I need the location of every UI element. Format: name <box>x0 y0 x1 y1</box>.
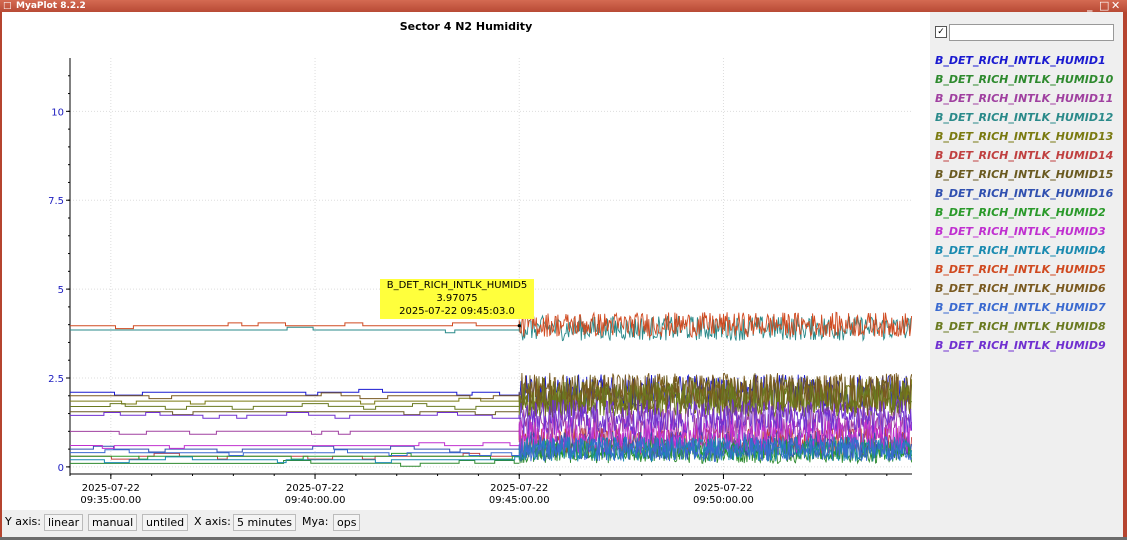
legend-item-b-det-rich-intlk-humid8[interactable]: B_DET_RICH_INTLK_HUMID8 <box>935 320 1106 333</box>
legend-item-b-det-rich-intlk-humid13[interactable]: B_DET_RICH_INTLK_HUMID13 <box>935 130 1114 143</box>
x-tick-date: 2025-07-22 <box>286 483 344 494</box>
x-tick-date: 2025-07-22 <box>82 483 140 494</box>
app-window: Sector 4 N2 Humidity 0 2.5 5 7.5 10 2025-07-2… <box>2 12 1123 537</box>
legend-item-b-det-rich-intlk-humid10[interactable]: B_DET_RICH_INTLK_HUMID10 <box>935 73 1114 86</box>
window-title: MyaPlot 8.2.2 <box>16 1 86 11</box>
data-tooltip: B_DET_RICH_INTLK_HUMID5 3.97075 2025-07-… <box>380 279 534 319</box>
legend-item-b-det-rich-intlk-humid5[interactable]: B_DET_RICH_INTLK_HUMID5 <box>935 263 1106 276</box>
x-span-button[interactable]: 5 minutes <box>233 514 297 531</box>
x-axis-label: X axis: <box>194 515 231 528</box>
legend-item-b-det-rich-intlk-humid16[interactable]: B_DET_RICH_INTLK_HUMID16 <box>935 187 1114 200</box>
legend-item-b-det-rich-intlk-humid2[interactable]: B_DET_RICH_INTLK_HUMID2 <box>935 206 1106 219</box>
taskbar-strip <box>0 537 1127 540</box>
series-8-step-line <box>70 445 520 453</box>
plot-area[interactable]: Sector 4 N2 Humidity 0 2.5 5 7.5 10 2025-07-2… <box>2 12 930 510</box>
x-tick-time: 09:35:00.00 <box>80 495 141 506</box>
y-tick-label: 0 <box>58 463 64 474</box>
window-titlebar: □ MyaPlot 8.2.2 _ □ ✕ <box>0 0 1127 12</box>
maximize-icon[interactable]: □ <box>1099 0 1110 12</box>
tooltip-value: 3.97075 <box>436 293 478 304</box>
series-12-step-line <box>70 322 520 330</box>
minimize-icon[interactable]: _ <box>1087 0 1093 12</box>
x-tick-date: 2025-07-22 <box>490 483 548 494</box>
series-15-step-line <box>70 403 520 410</box>
series-15-noisy-line <box>518 381 913 418</box>
mya-label: Mya: <box>302 515 329 528</box>
legend-item-b-det-rich-intlk-humid7[interactable]: B_DET_RICH_INTLK_HUMID7 <box>935 301 1106 314</box>
legend-item-b-det-rich-intlk-humid3[interactable]: B_DET_RICH_INTLK_HUMID3 <box>935 225 1106 238</box>
x-tick-time: 09:45:00.00 <box>489 495 550 506</box>
y-title-button[interactable]: untiled <box>142 514 189 531</box>
tooltip-point-marker <box>517 324 521 328</box>
legend-item-b-det-rich-intlk-humid14[interactable]: B_DET_RICH_INTLK_HUMID14 <box>935 149 1114 162</box>
tooltip-series: B_DET_RICH_INTLK_HUMID5 <box>386 280 528 291</box>
y-tick-label: 2.5 <box>48 374 64 385</box>
legend-item-b-det-rich-intlk-humid15[interactable]: B_DET_RICH_INTLK_HUMID15 <box>935 168 1114 181</box>
legend-item-b-det-rich-intlk-humid12[interactable]: B_DET_RICH_INTLK_HUMID12 <box>935 111 1114 124</box>
series-12-noisy-line <box>518 311 913 339</box>
x-tick-date: 2025-07-22 <box>694 483 752 494</box>
series-1-step-line <box>70 388 520 396</box>
series-14-noisy-line <box>518 435 912 462</box>
legend-item-b-det-rich-intlk-humid4[interactable]: B_DET_RICH_INTLK_HUMID4 <box>935 244 1106 257</box>
y-tick-label: 10 <box>51 107 64 118</box>
series-16-noisy-line <box>518 398 913 435</box>
y-tick-label: 5 <box>58 285 64 296</box>
series-13-step-line <box>70 392 520 400</box>
series-9-step-line <box>70 452 520 460</box>
y-axis-label: Y axis: <box>5 515 41 528</box>
series-11-step-line <box>70 456 520 464</box>
series-10-step-line <box>70 442 520 449</box>
app-window-icon: □ <box>3 1 12 11</box>
chart-title: Sector 4 N2 Humidity <box>399 20 533 33</box>
y-tick-label: 7.5 <box>48 196 64 207</box>
tooltip-time: 2025-07-22 09:45:03.0 <box>399 306 515 317</box>
x-tick-time: 09:50:00.00 <box>693 495 754 506</box>
legend-item-b-det-rich-intlk-humid9[interactable]: B_DET_RICH_INTLK_HUMID9 <box>935 339 1106 352</box>
series-2-step-line <box>70 460 520 467</box>
series-4-step-line <box>70 326 520 334</box>
legend-list: B_DET_RICH_INTLK_HUMID1 B_DET_RICH_INTLK_… <box>935 51 1113 355</box>
x-tick-time: 09:40:00.00 <box>285 495 346 506</box>
status-bar: Y axis: linear manual untiled X axis: 5 … <box>2 512 930 532</box>
close-icon[interactable]: ✕ <box>1111 0 1121 12</box>
select-all-checkbox[interactable]: ✓ <box>935 26 947 38</box>
legend-panel: ✓ B_DET_RICH_INTLK_HUMID1 B_DET_RICH_INTL… <box>930 12 1123 537</box>
mya-deployment-button[interactable]: ops <box>333 514 361 531</box>
y-scale-button[interactable]: linear <box>44 514 84 531</box>
legend-item-b-det-rich-intlk-humid1[interactable]: B_DET_RICH_INTLK_HUMID1 <box>935 54 1106 67</box>
series-3-step-line <box>70 430 520 435</box>
series-7-step-line <box>70 411 520 416</box>
series-14-step-line <box>70 449 520 456</box>
y-mode-button[interactable]: manual <box>88 514 138 531</box>
legend-filter-input[interactable] <box>949 24 1114 41</box>
series-5-step-line <box>70 397 520 405</box>
legend-item-b-det-rich-intlk-humid11[interactable]: B_DET_RICH_INTLK_HUMID11 <box>935 92 1114 105</box>
humidity-chart[interactable]: 02.557.5102025-07-2209:35:00.002025-07-2… <box>2 12 930 510</box>
legend-item-b-det-rich-intlk-humid6[interactable]: B_DET_RICH_INTLK_HUMID6 <box>935 282 1106 295</box>
series-16-step-line <box>70 412 520 419</box>
